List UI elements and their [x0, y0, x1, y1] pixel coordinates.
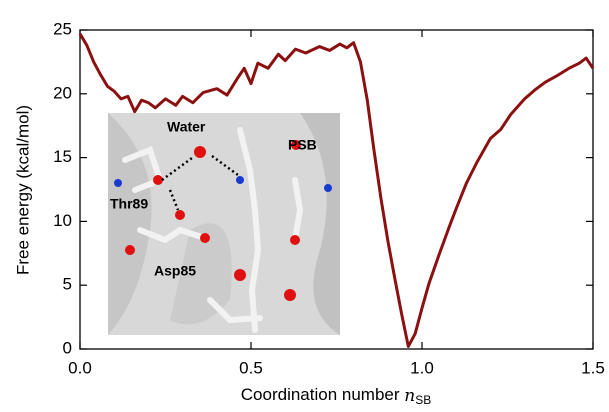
y-tick-label: 0: [63, 338, 72, 357]
x-tick-label: 1.0: [410, 358, 434, 377]
x-axis-symbol: n: [404, 386, 415, 406]
y-tick-label: 15: [53, 147, 72, 166]
x-axis-label-text: Coordination number: [241, 385, 400, 404]
x-tick-label: 0.0: [68, 358, 92, 377]
inset-image: [108, 113, 340, 335]
inset-label: Asp85: [154, 263, 196, 279]
plot-frame: [79, 29, 594, 350]
y-tick-label: 5: [63, 275, 72, 294]
x-axis-subscript: SB: [415, 393, 431, 407]
x-tick-label: 0.5: [239, 358, 263, 377]
curve: [78, 33, 595, 348]
y-tick-label: 10: [53, 211, 72, 230]
y-tick-label: 25: [53, 19, 72, 38]
inset-label: Water: [167, 119, 206, 135]
y-tick-label: 20: [53, 83, 72, 102]
x-tick-label: 1.5: [581, 358, 605, 377]
inset-label: PSB: [288, 137, 317, 153]
x-axis-label: Coordination number nSB: [241, 385, 431, 407]
inset-label: Thr89: [110, 196, 148, 212]
y-axis-label: Free energy (kcal/mol): [13, 105, 32, 275]
